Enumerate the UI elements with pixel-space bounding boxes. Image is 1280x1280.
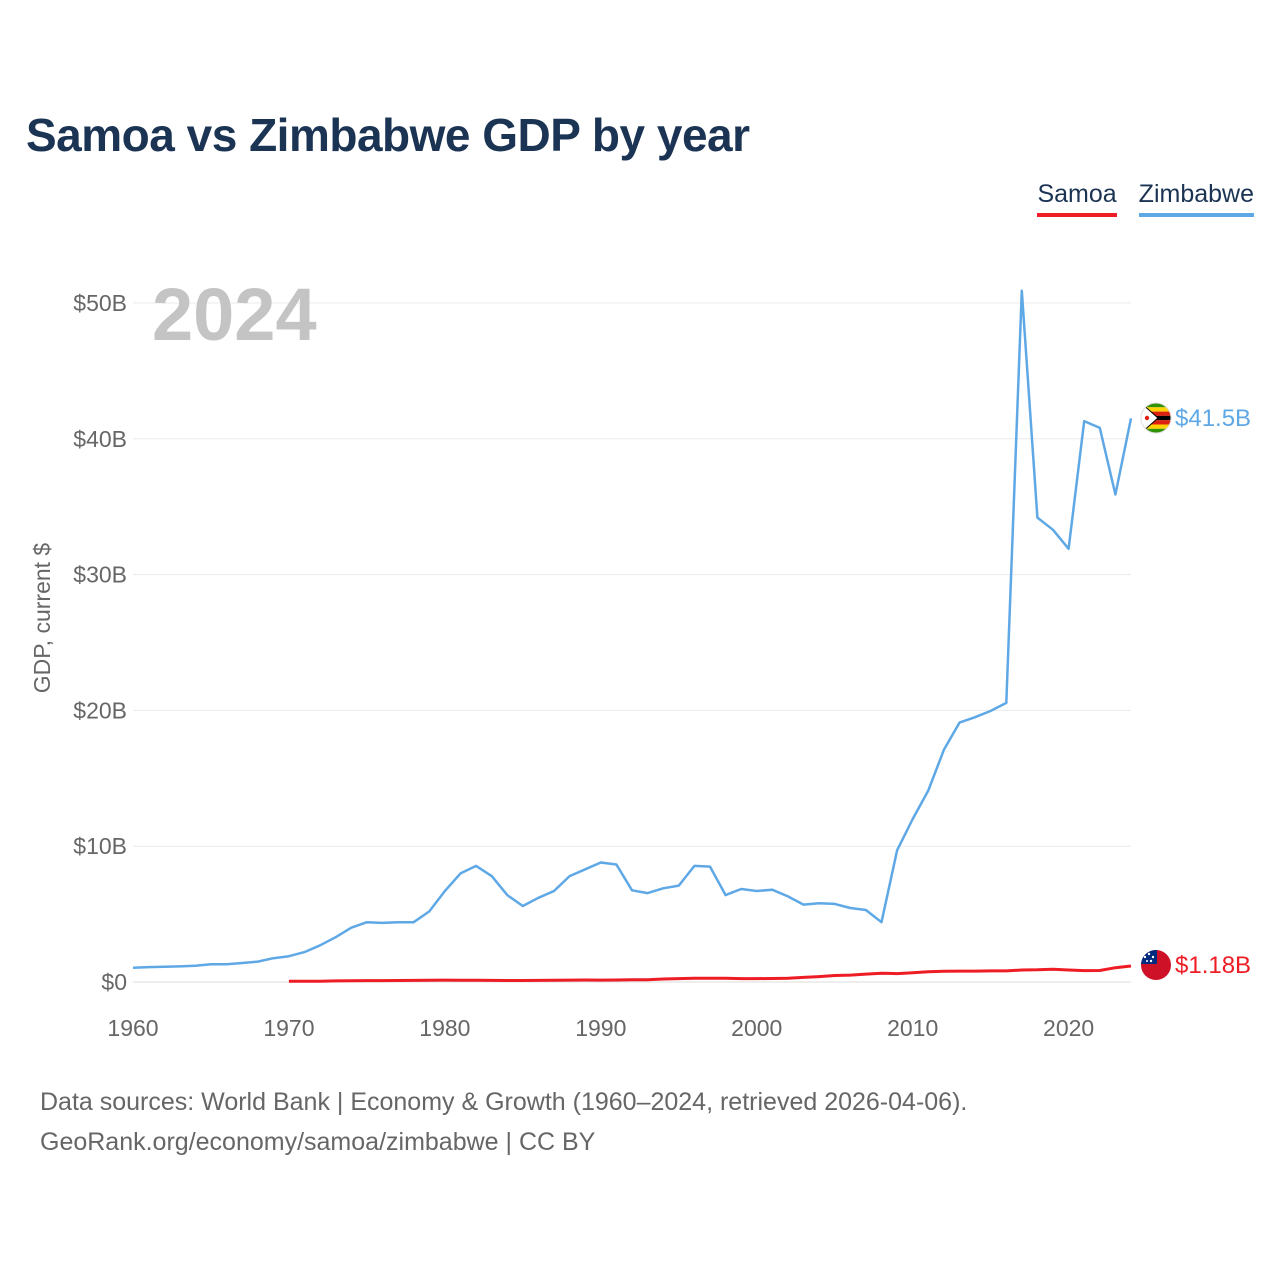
y-tick-label: $50B: [73, 290, 127, 316]
x-tick-label: 2020: [1043, 1015, 1094, 1041]
data-sources-text: Data sources: World Bank | Economy & Gro…: [40, 1088, 968, 1116]
zimbabwe-flag-icon: [1140, 402, 1172, 434]
x-tick-label: 2000: [731, 1015, 782, 1041]
x-tick-label: 1980: [419, 1015, 470, 1041]
attribution-link[interactable]: GeoRank.org/economy/samoa/zimbabwe | CC …: [40, 1128, 596, 1156]
year-label: 2024: [152, 273, 317, 356]
series-lines: [132, 289, 1133, 983]
y-tick-label: $20B: [73, 697, 127, 723]
y-axis-label: GDP, current $: [29, 543, 55, 694]
zimbabwe-end-label: $41.5B: [1175, 405, 1251, 432]
gridlines: [133, 302, 1131, 983]
x-tick-label: 1960: [107, 1015, 158, 1041]
x-tick-label: 2010: [887, 1015, 938, 1041]
y-tick-label: $40B: [73, 426, 127, 452]
y-axis-ticks: $0 $10B $20B $30B $40B $50B: [73, 290, 127, 995]
chart-title: Samoa vs Zimbabwe GDP by year: [26, 109, 750, 161]
y-tick-label: $30B: [73, 562, 127, 588]
samoa-end-label: $1.18B: [1175, 952, 1251, 979]
x-axis-ticks: 1960 1970 1980 1990 2000 2010 2020: [107, 1015, 1094, 1041]
y-tick-label: $0: [101, 969, 127, 995]
samoa-flag-icon: [1141, 950, 1171, 980]
series-line-zimbabwe: [132, 289, 1133, 969]
series-line-samoa: [288, 964, 1132, 983]
legend-item-samoa[interactable]: Samoa: [1037, 180, 1117, 217]
x-tick-label: 1990: [575, 1015, 626, 1041]
footer: Data sources: World Bank | Economy & Gro…: [40, 1082, 967, 1162]
y-tick-label: $10B: [73, 833, 127, 859]
legend: Samoa Zimbabwe: [1037, 180, 1254, 217]
x-tick-label: 1970: [263, 1015, 314, 1041]
legend-item-zimbabwe[interactable]: Zimbabwe: [1138, 180, 1254, 217]
